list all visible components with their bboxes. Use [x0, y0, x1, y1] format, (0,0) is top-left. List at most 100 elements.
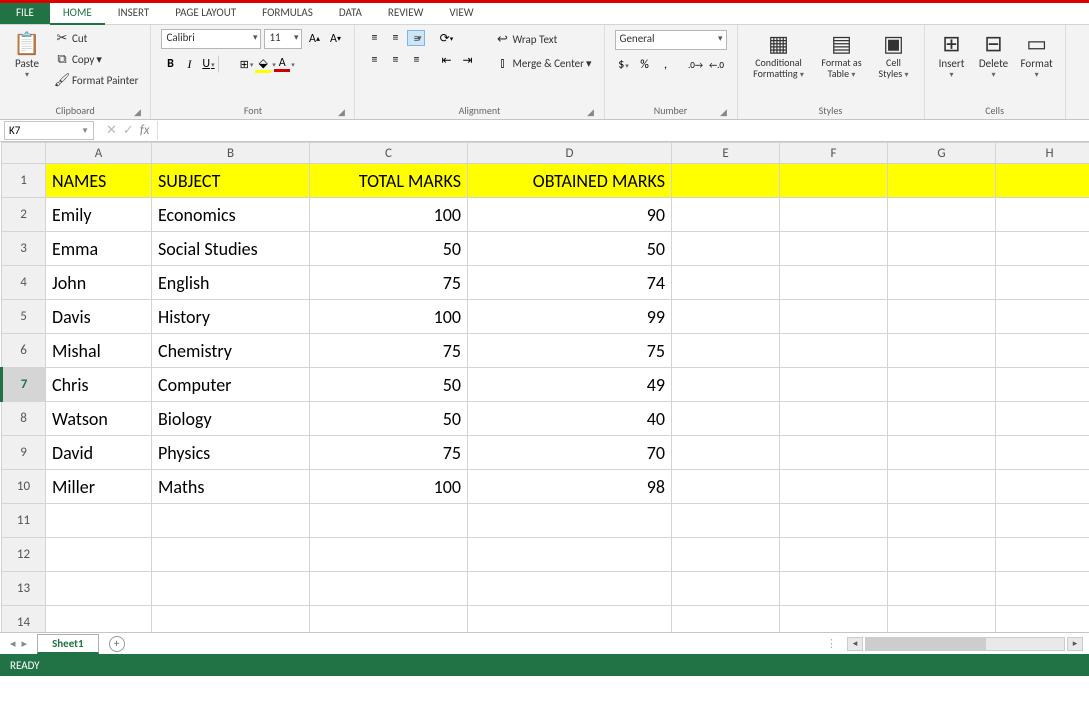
number-dialog-launcher[interactable]: ◢	[719, 107, 729, 117]
cell-B14[interactable]	[152, 606, 310, 633]
accounting-format-button[interactable]: $▾	[615, 56, 633, 74]
cell-G1[interactable]	[888, 164, 996, 198]
cell-F4[interactable]	[780, 266, 888, 300]
cell-E5[interactable]	[672, 300, 780, 334]
cell-B13[interactable]	[152, 572, 310, 606]
bold-button[interactable]: B	[161, 55, 179, 73]
cell-G8[interactable]	[888, 402, 996, 436]
cancel-formula-button[interactable]: ✕	[106, 123, 117, 138]
scroll-left-button[interactable]: ◂	[847, 637, 863, 651]
align-right-button[interactable]: ≡	[407, 52, 425, 68]
cell-C14[interactable]	[310, 606, 468, 633]
column-header-C[interactable]: C	[310, 143, 468, 164]
cell-B1[interactable]: SUBJECT	[152, 164, 310, 198]
format-painter-button[interactable]: 🖌Format Painter	[52, 71, 140, 89]
cell-G3[interactable]	[888, 232, 996, 266]
cell-H7[interactable]	[996, 368, 1089, 402]
row-header-6[interactable]: 6	[2, 334, 46, 368]
cell-D4[interactable]: 74	[468, 266, 672, 300]
format-as-table-button[interactable]: ▤ Format as Table ▾	[814, 27, 870, 82]
cell-B6[interactable]: Chemistry	[152, 334, 310, 368]
row-header-7[interactable]: 7	[2, 368, 46, 402]
cell-E4[interactable]	[672, 266, 780, 300]
cell-C3[interactable]: 50	[310, 232, 468, 266]
cell-F14[interactable]	[780, 606, 888, 633]
cell-E11[interactable]	[672, 504, 780, 538]
cell-H14[interactable]	[996, 606, 1089, 633]
cell-B11[interactable]	[152, 504, 310, 538]
underline-button[interactable]: U▾	[199, 55, 217, 73]
percent-format-button[interactable]: %	[636, 56, 654, 74]
row-header-12[interactable]: 12	[2, 538, 46, 572]
cell-G11[interactable]	[888, 504, 996, 538]
enter-formula-button[interactable]: ✓	[123, 123, 134, 138]
scroll-right-button[interactable]: ▸	[1067, 637, 1083, 651]
cell-D11[interactable]	[468, 504, 672, 538]
cell-C9[interactable]: 75	[310, 436, 468, 470]
cell-C12[interactable]	[310, 538, 468, 572]
cell-A5[interactable]: Davis	[46, 300, 152, 334]
cell-C6[interactable]: 75	[310, 334, 468, 368]
cell-G12[interactable]	[888, 538, 996, 572]
cell-D2[interactable]: 90	[468, 198, 672, 232]
cell-B2[interactable]: Economics	[152, 198, 310, 232]
align-left-button[interactable]: ≡	[365, 52, 383, 68]
font-color-button[interactable]: A▾	[275, 55, 293, 73]
cell-E6[interactable]	[672, 334, 780, 368]
align-bottom-button[interactable]: ≡	[407, 30, 425, 46]
formula-input[interactable]	[157, 121, 1089, 140]
name-box[interactable]: K7▼	[4, 121, 94, 140]
cell-H13[interactable]	[996, 572, 1089, 606]
cell-A8[interactable]: Watson	[46, 402, 152, 436]
decrease-decimal-button[interactable]: ←.0	[708, 56, 726, 74]
tab-data[interactable]: DATA	[326, 3, 375, 24]
merge-center-button[interactable]: ⫾Merge & Center ▾	[492, 54, 593, 72]
row-header-10[interactable]: 10	[2, 470, 46, 504]
row-header-8[interactable]: 8	[2, 402, 46, 436]
cell-C1[interactable]: TOTAL MARKS	[310, 164, 468, 198]
row-header-4[interactable]: 4	[2, 266, 46, 300]
cell-H3[interactable]	[996, 232, 1089, 266]
cell-E13[interactable]	[672, 572, 780, 606]
select-all-corner[interactable]	[2, 143, 46, 164]
cell-F13[interactable]	[780, 572, 888, 606]
comma-format-button[interactable]: ,	[657, 56, 675, 74]
cell-D13[interactable]	[468, 572, 672, 606]
cell-H5[interactable]	[996, 300, 1089, 334]
increase-font-button[interactable]: A▴	[305, 30, 323, 48]
paste-button[interactable]: 📋 Paste ▾	[6, 27, 48, 82]
column-header-H[interactable]: H	[996, 143, 1089, 164]
row-header-14[interactable]: 14	[2, 606, 46, 633]
row-header-11[interactable]: 11	[2, 504, 46, 538]
fill-color-button[interactable]: ⬙▾	[256, 55, 274, 73]
cell-F11[interactable]	[780, 504, 888, 538]
cell-F8[interactable]	[780, 402, 888, 436]
cell-A4[interactable]: John	[46, 266, 152, 300]
cell-A3[interactable]: Emma	[46, 232, 152, 266]
increase-decimal-button[interactable]: .0→	[687, 56, 705, 74]
cell-G5[interactable]	[888, 300, 996, 334]
tab-file[interactable]: FILE	[0, 3, 50, 24]
align-top-button[interactable]: ≡	[365, 30, 383, 46]
cell-F7[interactable]	[780, 368, 888, 402]
cell-C7[interactable]: 50	[310, 368, 468, 402]
orientation-button[interactable]: ⟳▾	[437, 30, 455, 46]
cell-G9[interactable]	[888, 436, 996, 470]
cell-A11[interactable]	[46, 504, 152, 538]
cell-D9[interactable]: 70	[468, 436, 672, 470]
cell-D7[interactable]: 49	[468, 368, 672, 402]
italic-button[interactable]: I	[180, 55, 198, 73]
tab-formulas[interactable]: FORMULAS	[249, 3, 326, 24]
cell-A10[interactable]: Miller	[46, 470, 152, 504]
conditional-formatting-button[interactable]: ▦ Conditional Formatting ▾	[744, 27, 814, 82]
cell-H11[interactable]	[996, 504, 1089, 538]
cell-D8[interactable]: 40	[468, 402, 672, 436]
cell-C5[interactable]: 100	[310, 300, 468, 334]
cut-button[interactable]: ✂Cut	[52, 29, 140, 47]
horizontal-scrollbar[interactable]	[865, 637, 1065, 651]
row-header-5[interactable]: 5	[2, 300, 46, 334]
cell-A9[interactable]: David	[46, 436, 152, 470]
font-name-select[interactable]: Calibri	[161, 29, 261, 49]
cell-G14[interactable]	[888, 606, 996, 633]
sheet-tab-active[interactable]: Sheet1	[37, 634, 99, 654]
